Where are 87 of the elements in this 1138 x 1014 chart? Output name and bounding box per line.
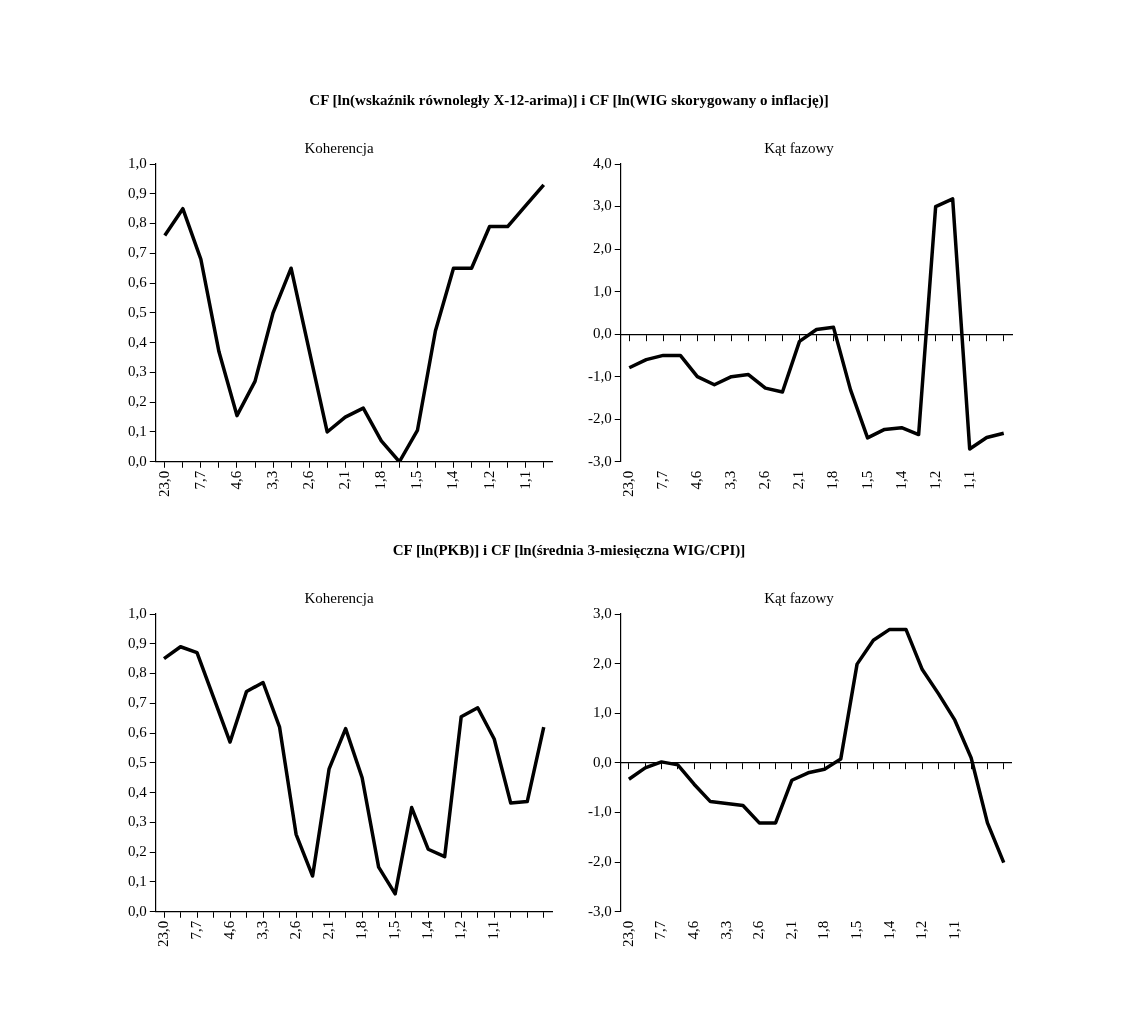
x-tick-label: 2,1	[790, 470, 807, 490]
y-tick-label: 0,6	[128, 274, 148, 291]
x-tick-label: 1,1	[960, 470, 977, 490]
y-tick-label: 0,0	[128, 902, 147, 919]
y-tick-label: 0,4	[128, 783, 148, 800]
chart-title: Koherencja	[304, 589, 374, 606]
y-tick-label: 0,9	[128, 634, 147, 651]
y-tick-label: -2,0	[588, 410, 612, 427]
y-tick-label: 0,0	[128, 452, 147, 469]
x-tick-label: 4,6	[220, 920, 237, 940]
chart-title: Kąt fazowy	[764, 589, 835, 606]
x-tick-label: 1,4	[419, 920, 436, 940]
x-tick-label: 2,1	[782, 920, 799, 940]
x-tick-label: 2,1	[320, 920, 337, 940]
y-tick-label: 0,3	[128, 363, 147, 380]
y-tick-label: 0,9	[128, 184, 147, 201]
x-tick-label: 1,5	[408, 470, 425, 490]
y-tick-label: 0,4	[128, 333, 148, 350]
x-tick-label: 4,6	[685, 920, 702, 940]
x-tick-label: 1,2	[480, 470, 497, 490]
y-tick-label: 1,0	[593, 282, 612, 299]
x-tick-label: 3,3	[254, 920, 271, 940]
x-tick-label: 1,8	[372, 470, 389, 490]
x-tick-label: 3,3	[722, 470, 739, 490]
y-tick-label: 1,0	[128, 154, 147, 171]
y-tick-label: -1,0	[588, 803, 612, 820]
y-tick-label: 0,1	[128, 422, 147, 439]
x-tick-label: 2,6	[300, 470, 317, 490]
y-tick-label: 0,8	[128, 214, 147, 231]
y-tick-label: 0,7	[128, 694, 148, 711]
y-tick-label: 0,0	[593, 325, 612, 342]
x-tick-label: 4,6	[227, 470, 244, 490]
x-tick-label: 23,0	[154, 920, 171, 947]
y-tick-label: -1,0	[588, 367, 612, 384]
y-tick-label: -2,0	[588, 853, 612, 870]
x-tick-label: 2,6	[750, 920, 767, 940]
y-tick-label: 0,5	[128, 753, 147, 770]
x-tick-label: 1,1	[485, 920, 502, 940]
x-tick-label: 1,8	[353, 920, 370, 940]
x-tick-label: 1,4	[892, 470, 909, 490]
x-tick-label: 1,4	[880, 920, 897, 940]
x-tick-label: 1,8	[815, 920, 832, 940]
chart-title: Kąt fazowy	[764, 139, 835, 156]
x-tick-label: 2,6	[287, 920, 304, 940]
y-tick-label: 0,7	[128, 244, 148, 261]
chart-title: Koherencja	[304, 139, 374, 156]
y-tick-label: 0,2	[128, 393, 147, 410]
y-tick-label: 0,6	[128, 724, 148, 741]
x-tick-label: 7,7	[187, 920, 204, 940]
x-tick-label: 23,0	[620, 470, 637, 497]
text: CF [ln(PKB)] i CF [ln(średnia 3-miesięczna WIG/CPI)]	[391, 542, 747, 559]
y-tick-label: 0,5	[128, 303, 147, 320]
x-tick-label: 1,2	[926, 470, 943, 490]
y-tick-label: 2,0	[593, 240, 612, 257]
x-tick-label: 1,2	[913, 920, 930, 940]
y-tick-label: 0,3	[128, 813, 147, 830]
x-tick-label: 7,7	[191, 470, 208, 490]
y-tick-label: -3,0	[588, 452, 612, 469]
y-tick-label: 2,0	[593, 654, 612, 671]
x-tick-label: 2,6	[756, 470, 773, 490]
text: CF [ln(wskaźnik równoległy X-12-arima)] i CF [ln(WIG skorygowany o inflację)]	[308, 92, 830, 109]
y-tick-label: 1,0	[593, 704, 612, 721]
y-tick-label: 0,8	[128, 664, 147, 681]
x-tick-label: 1,5	[386, 920, 403, 940]
x-tick-label: 23,0	[619, 920, 636, 947]
y-tick-label: 3,0	[593, 197, 612, 214]
y-tick-label: 0,0	[593, 753, 612, 770]
x-tick-label: 7,7	[652, 920, 669, 940]
y-tick-label: 3,0	[593, 604, 612, 621]
y-tick-label: -3,0	[588, 902, 612, 919]
y-tick-label: 1,0	[128, 604, 147, 621]
x-tick-label: 1,1	[945, 920, 962, 940]
x-tick-label: 3,3	[717, 920, 734, 940]
x-tick-label: 7,7	[654, 470, 671, 490]
x-tick-label: 1,2	[452, 920, 469, 940]
y-tick-label: 4,0	[593, 154, 612, 171]
x-tick-label: 1,5	[848, 920, 864, 940]
y-tick-label: 0,2	[128, 843, 147, 860]
x-tick-label: 1,5	[858, 470, 875, 490]
x-tick-label: 4,6	[688, 470, 705, 490]
x-tick-label: 3,3	[263, 470, 280, 490]
x-tick-label: 1,4	[444, 470, 461, 490]
x-tick-label: 1,8	[824, 470, 841, 490]
x-tick-label: 1,1	[516, 470, 533, 490]
x-tick-label: 23,0	[155, 470, 172, 497]
x-tick-label: 2,1	[336, 470, 353, 490]
y-tick-label: 0,1	[128, 872, 147, 889]
